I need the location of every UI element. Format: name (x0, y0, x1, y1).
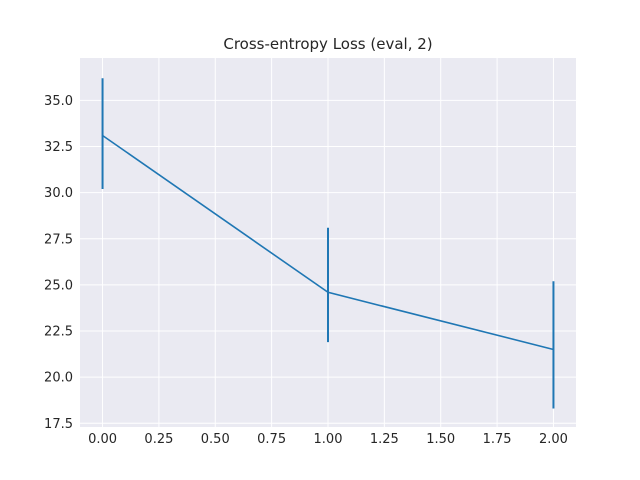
x-tick-label: 0.25 (144, 432, 173, 447)
x-tick-label: 1.00 (314, 432, 343, 447)
data-point (327, 291, 329, 294)
y-tick-label: 17.5 (44, 417, 73, 432)
x-tick-label: 1.25 (370, 432, 399, 447)
y-tick-label: 30.0 (44, 186, 73, 201)
y-tick-label: 35.0 (44, 94, 73, 109)
x-tick-label: 0.50 (201, 432, 230, 447)
x-tick-labels: 0.00 0.25 0.50 0.75 1.00 1.25 1.50 1.75 2.00 (88, 432, 568, 447)
x-tick-label: 2.00 (539, 432, 568, 447)
y-tick-label: 20.0 (44, 371, 73, 386)
y-tick-label: 25.0 (44, 278, 73, 293)
x-tick-label: 0.00 (88, 432, 117, 447)
y-tick-label: 32.5 (44, 140, 73, 155)
x-tick-label: 0.75 (257, 432, 286, 447)
y-tick-labels: 17.5 20.0 22.5 25.0 27.5 30.0 32.5 35.0 (44, 94, 73, 432)
y-tick-label: 27.5 (44, 232, 73, 247)
data-point (552, 348, 555, 351)
x-tick-label: 1.75 (483, 432, 512, 447)
chart-title: Cross-entropy Loss (eval, 2) (223, 35, 432, 53)
data-point (101, 134, 104, 137)
x-tick-label: 1.50 (426, 432, 455, 447)
error-bars (101, 78, 555, 409)
series-lines (101, 134, 555, 351)
y-tick-label: 22.5 (44, 325, 73, 340)
